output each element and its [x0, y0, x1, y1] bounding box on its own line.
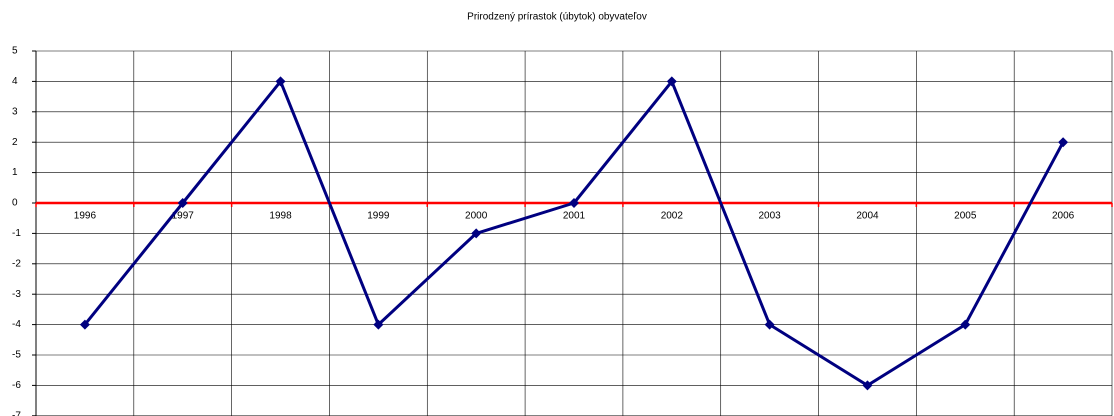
y-tick-label: -2 [12, 258, 21, 269]
y-tick-label: 3 [12, 106, 18, 117]
x-tick-label: 2002 [661, 211, 684, 222]
marker [960, 319, 971, 330]
marker [1058, 137, 1069, 148]
marker [471, 228, 482, 239]
marker [862, 380, 873, 391]
marker [177, 198, 188, 208]
marker [764, 319, 775, 330]
y-tick-label: -7 [12, 410, 21, 416]
x-tick-label: 1998 [269, 211, 292, 222]
x-tick-label: 2005 [954, 211, 977, 222]
y-tick-label: -5 [12, 350, 21, 361]
x-tick-label: 2004 [856, 211, 879, 222]
x-tick-label: 2006 [1052, 211, 1075, 222]
y-tick-label: 0 [12, 198, 18, 209]
x-tick-label: 2001 [563, 211, 586, 222]
chart-title: Prirodzený prírastok (úbytok) obyvateľov [467, 12, 647, 23]
x-tick-label: 1999 [367, 211, 390, 222]
x-tick-label: 1996 [74, 211, 97, 222]
y-tick-label: -6 [12, 380, 21, 391]
marker [275, 76, 286, 87]
y-tick-label: 2 [12, 137, 18, 148]
x-tick-label: 2000 [465, 211, 488, 222]
y-tick-label: -4 [12, 319, 21, 330]
x-tick-label: 1997 [172, 211, 195, 222]
marker [373, 319, 384, 330]
y-tick-label: 1 [12, 167, 18, 178]
y-tick-label: 5 [12, 46, 18, 57]
marker [79, 319, 90, 330]
marker [666, 76, 677, 87]
y-tick-label: -3 [12, 289, 21, 300]
marker [569, 198, 579, 208]
y-tick-label: 4 [12, 76, 18, 87]
y-tick-label: -1 [12, 228, 21, 239]
x-tick-label: 2003 [759, 211, 782, 222]
